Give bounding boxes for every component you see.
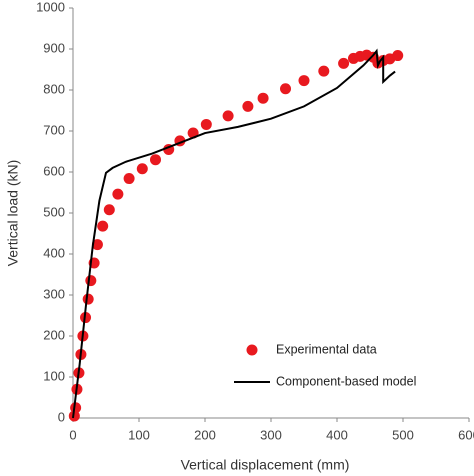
x-tick-label: 600	[458, 427, 474, 442]
model-line	[72, 48, 396, 419]
x-tick-label: 400	[326, 427, 348, 442]
data-point	[123, 173, 135, 185]
y-tick-label: 800	[43, 81, 65, 96]
y-tick-label: 0	[58, 409, 65, 424]
y-axis-title: Vertical load (kN)	[5, 160, 21, 267]
data-point	[85, 275, 97, 287]
y-tick-label: 400	[43, 245, 65, 260]
data-point	[97, 220, 109, 232]
data-point	[242, 100, 254, 112]
data-point	[200, 118, 212, 130]
data-point	[150, 154, 161, 166]
legend-label: Experimental data	[276, 342, 377, 356]
legend-marker	[246, 344, 258, 356]
data-point	[68, 410, 80, 422]
y-tick-label: 900	[43, 40, 65, 55]
y-tick-label: 100	[43, 368, 65, 383]
x-tick-label: 0	[69, 427, 76, 442]
data-point	[136, 163, 148, 175]
x-tick-label: 100	[128, 427, 150, 442]
y-tick-label: 200	[43, 327, 65, 342]
y-tick-label: 700	[43, 122, 65, 137]
x-tick-label: 200	[194, 427, 216, 442]
data-point	[280, 83, 292, 95]
y-tick-label: 500	[43, 204, 65, 219]
x-tick-label: 500	[392, 427, 414, 442]
data-point	[70, 402, 82, 414]
data-point	[82, 293, 94, 305]
x-tick-label: 300	[260, 427, 282, 442]
y-tick-label: 300	[43, 286, 65, 301]
y-tick-label: 600	[43, 163, 65, 178]
data-point	[392, 50, 404, 62]
data-point	[257, 92, 269, 104]
legend-label: Component-based model	[276, 374, 416, 388]
x-axis-title: Vertical displacement (mm)	[181, 457, 350, 473]
data-point	[91, 239, 103, 251]
data-point	[103, 204, 115, 216]
data-point	[222, 110, 234, 122]
data-point	[298, 75, 310, 87]
data-point	[112, 188, 124, 200]
y-tick-label: 1000	[36, 0, 65, 14]
data-point	[318, 65, 330, 77]
data-point	[338, 57, 350, 69]
